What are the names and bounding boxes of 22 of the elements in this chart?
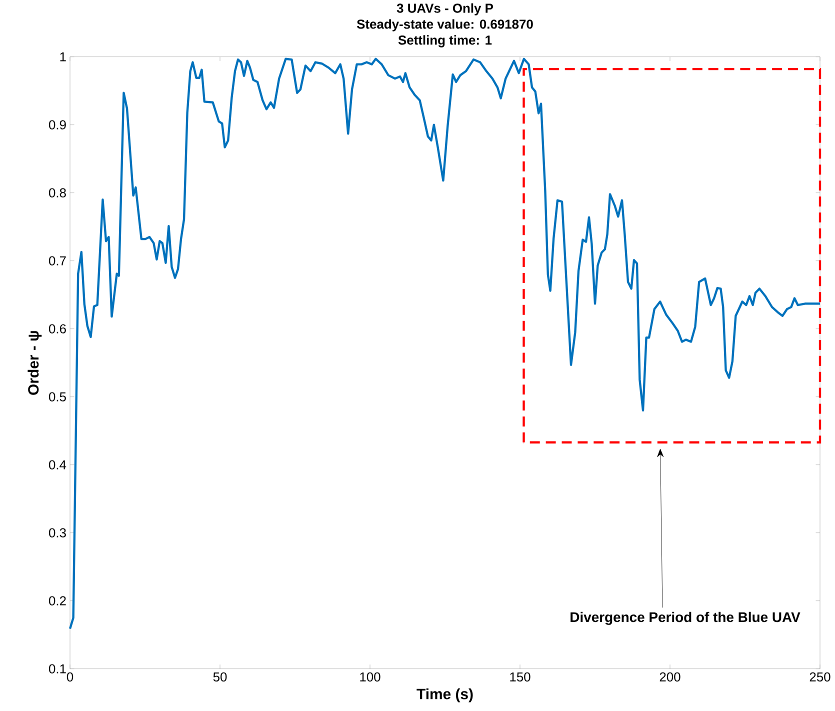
y-tick-label: 1	[60, 52, 66, 62]
annotation: Divergence Period of the Blue UAV	[570, 612, 800, 626]
x-tick-label: 50	[213, 672, 227, 682]
x-tick-label: 250	[810, 672, 830, 682]
y-tick-label: 0.3	[48, 528, 66, 538]
y-axis-title: Order - ψ	[28, 331, 42, 395]
text: Settling time: 1	[398, 35, 492, 48]
x-tick-label: 0	[66, 672, 74, 682]
y-tick-label: 0.9	[48, 120, 66, 130]
x-tick-label: 200	[660, 672, 680, 682]
y-tick-label: 0.6	[48, 324, 66, 334]
y-tick-label: 0.2	[48, 596, 66, 606]
y-tick-label: 0.4	[48, 460, 66, 470]
x-tick-label: 150	[510, 672, 530, 682]
chart-subtitle: Steady-state value: 0.691870	[356, 19, 533, 32]
y-tick-label: 0.5	[48, 392, 66, 402]
chart-title: 3 UAVs - Only P	[396, 3, 494, 16]
x-axis-title: Time (s)	[416, 688, 473, 702]
y-tick-label: 0.1	[48, 664, 66, 674]
y-tick-label: 0.7	[48, 256, 66, 266]
x-tick-label: 100	[360, 672, 380, 682]
y-tick-label: 0.8	[48, 188, 66, 198]
